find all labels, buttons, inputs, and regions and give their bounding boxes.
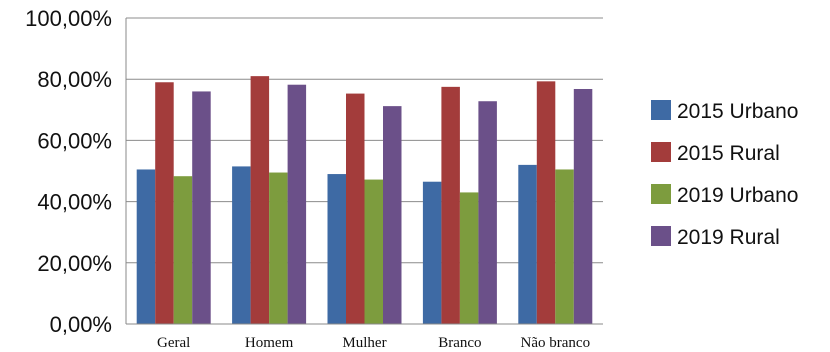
bars <box>136 76 593 325</box>
bar <box>518 164 537 324</box>
x-tick-label: Branco <box>438 335 481 351</box>
bar <box>364 179 383 324</box>
legend-swatch <box>651 142 671 162</box>
bar <box>422 181 442 324</box>
legend-swatch <box>651 184 671 204</box>
x-tick-label: Mulher <box>342 335 386 351</box>
y-tick-label: 0,00% <box>50 312 112 337</box>
y-tick-labels: 0,00% 20,00% 40,00% 60,00% 80,00% 100,00% <box>25 6 112 337</box>
x-tick-label: Não branco <box>521 335 591 351</box>
legend-label: 2015 Urbano <box>677 100 798 123</box>
bar <box>346 93 365 324</box>
bar <box>287 84 307 324</box>
x-tick-label: Homem <box>245 335 294 351</box>
bar <box>192 91 211 324</box>
bar <box>459 192 479 324</box>
x-tick-labels: Geral Homem Mulher Branco Não branco <box>157 335 590 351</box>
bar <box>536 81 556 324</box>
bar <box>555 169 574 324</box>
bar <box>573 88 593 324</box>
legend: 2015 Urbano 2015 Rural 2019 Urbano 2019 Rur… <box>651 100 798 249</box>
legend-label: 2015 Rural <box>677 142 780 165</box>
legend-swatch <box>651 100 671 120</box>
bar <box>173 176 193 324</box>
y-tick-label: 40,00% <box>37 190 112 215</box>
x-tick-label: Geral <box>157 335 190 351</box>
bar <box>327 174 346 324</box>
bar <box>250 76 270 324</box>
bar <box>155 82 174 324</box>
bar <box>383 106 402 325</box>
legend-label: 2019 Rural <box>677 226 780 249</box>
axes <box>125 18 603 325</box>
legend-swatch <box>651 226 671 246</box>
y-tick-label: 20,00% <box>37 251 112 276</box>
y-tick-label: 80,00% <box>37 67 112 92</box>
y-tick-label: 100,00% <box>25 6 112 31</box>
bar <box>478 101 497 325</box>
legend-label: 2019 Urbano <box>677 184 798 207</box>
bar <box>232 166 251 324</box>
y-tick-label: 60,00% <box>37 128 112 153</box>
bar <box>269 172 288 324</box>
bar <box>136 169 156 324</box>
bar <box>441 86 460 324</box>
